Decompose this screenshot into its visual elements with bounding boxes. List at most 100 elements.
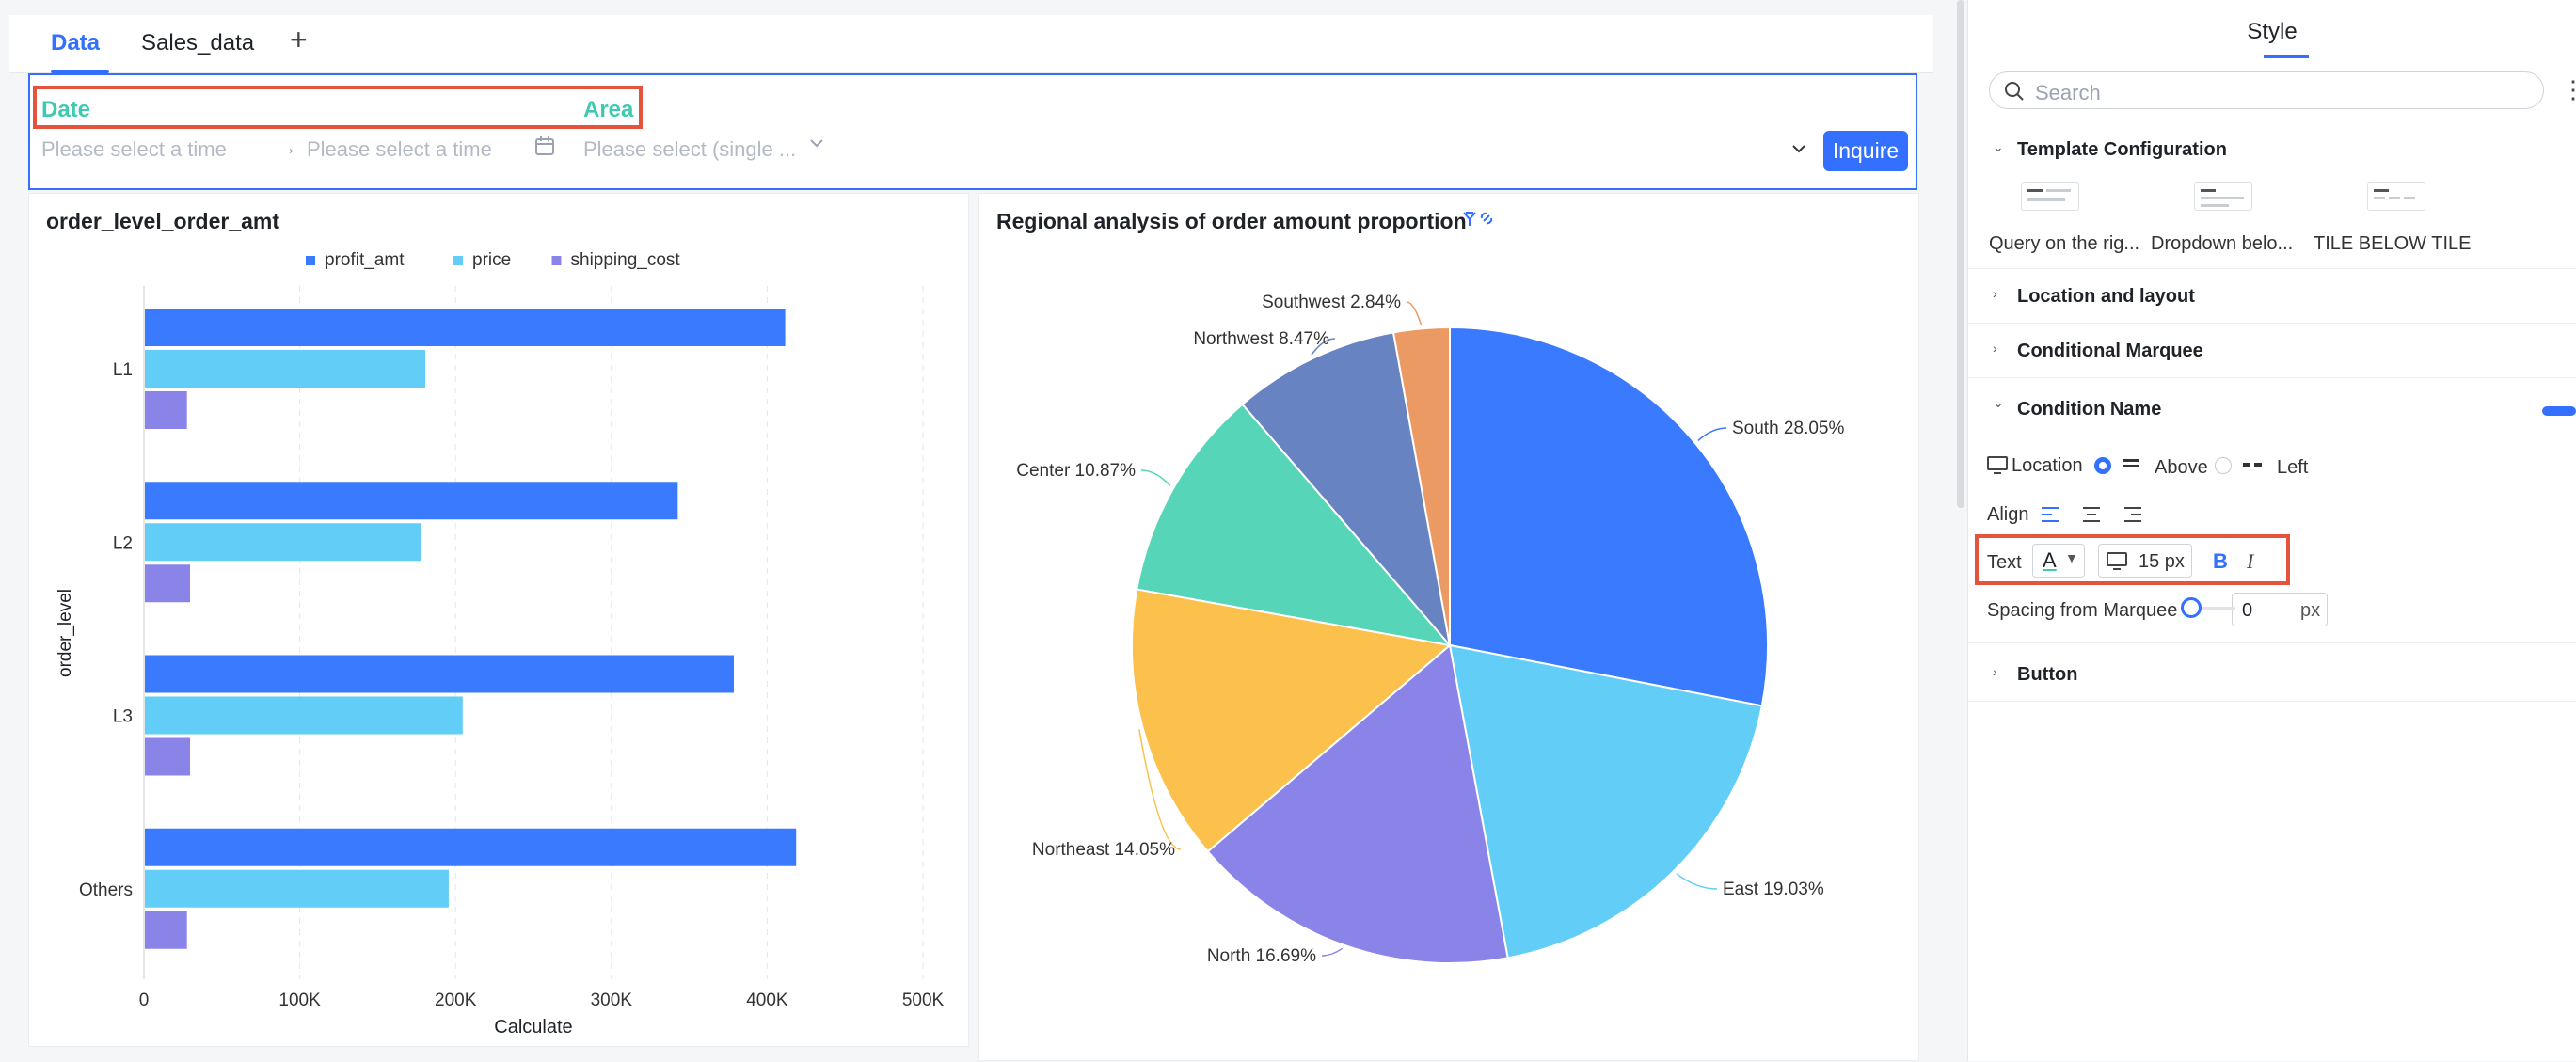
align-label: Align [1987,504,2029,525]
bar [145,828,797,866]
template-thumb-dropdown[interactable] [2194,182,2252,211]
chevron-right-icon[interactable]: › [1993,286,1997,301]
pie-leader-line [1311,338,1336,356]
y-tick-label: Others [79,880,133,900]
chevron-down-icon[interactable]: ⌄ [1993,395,2004,410]
arrow-right-icon: → [277,135,297,159]
button-section-header[interactable]: Button [2017,664,2078,685]
condition-name-header[interactable]: Condition Name [2017,399,2162,420]
font-size-input[interactable]: 15 px [2098,544,2192,578]
bar [145,391,187,429]
location-left-label[interactable]: Left [2277,457,2309,478]
active-tab-indicator [51,70,109,73]
pie-chart-card: Regional analysis of order amount propor… [978,193,1919,1061]
spacing-input[interactable]: 0 px [2232,593,2328,626]
pie-leader-line [1140,469,1171,486]
search-placeholder: Search [2035,81,2101,104]
font-size-value: 15 px [2139,551,2185,572]
panel-tab-indicator [2264,55,2309,58]
tab-sales-data[interactable]: Sales_data [141,30,255,55]
style-panel: Style Search ⋮ ⌄ Template Configuration … [1967,0,2576,1061]
bar [145,309,786,346]
chevron-right-icon[interactable]: › [1993,341,1997,356]
align-center-icon[interactable] [2081,504,2102,530]
pie-leader-line [1697,427,1727,441]
text-style-label: Text [1987,552,2022,573]
calendar-icon[interactable] [534,135,555,162]
chevron-right-icon[interactable]: › [1993,664,1997,679]
bar [145,564,191,603]
pie-slice-label: Center 10.87% [1016,461,1136,481]
tab-data[interactable]: Data [51,30,101,55]
spacing-slider-knob[interactable] [2181,597,2202,618]
chevron-down-icon[interactable] [807,134,826,158]
bar [145,350,426,388]
align-left-icon[interactable] [2040,504,2060,530]
bar [145,696,463,735]
pie-leader-line [1676,873,1718,890]
location-above-radio[interactable] [2094,457,2111,474]
bar-chart-title: order_level_order_amt [46,209,280,233]
pie-slice [1131,588,1453,853]
date-end-input[interactable]: Please select a time [307,137,492,161]
panel-title[interactable]: Style [2247,19,2298,44]
area-select[interactable]: Please select (single ... [583,137,797,161]
pie-chart-svg: South 28.05% East 19.03% North 16.69% North… [1016,293,1844,966]
above-layout-icon [2123,459,2139,467]
condition-name-section: ⌄ Condition Name Location Above Left Ali… [1968,378,2576,643]
button-section: › Button [1968,643,2576,702]
add-tab-icon[interactable]: + [290,23,308,56]
spacing-unit: px [2300,600,2321,621]
conditional-marquee-header[interactable]: Conditional Marquee [2017,341,2203,361]
location-left-radio[interactable] [2215,457,2232,474]
left-layout-icon [2243,463,2262,467]
bar-chart-svg: profit_amt price shipping_cost 0 100K 200K 300… [56,250,945,1038]
template-thumb-tile[interactable] [2367,182,2425,211]
template-config-section: ⌄ Template Configuration Query on the ri… [1968,124,2576,269]
location-layout-section: › Location and layout [1968,269,2576,324]
search-icon [2003,80,2026,107]
dashboard-main: Data Sales_data + Date Area Please selec… [9,0,1964,1061]
template-label-right[interactable]: Query on the rig... [1989,233,2140,254]
date-start-input[interactable]: Please select a time [41,137,227,161]
condition-name-highlight [33,86,643,129]
y-axis-title: order_level [56,589,75,677]
bar [145,523,421,562]
italic-toggle[interactable]: I [2247,549,2254,573]
font-color-glyph: A [2043,548,2057,572]
template-label-tile[interactable]: TILE BELOW TILE [2314,233,2472,254]
inquire-button[interactable]: Inquire [1823,131,1908,171]
pie-slice [1241,331,1452,649]
legend-label: price [472,250,511,270]
filter-link-icon[interactable] [1461,209,1499,234]
main-scrollbar[interactable] [1957,0,1964,508]
spacing-slider-track[interactable] [2181,607,2235,610]
legend-label: profit_amt [325,250,405,270]
condition-name-toggle[interactable] [2542,406,2576,416]
monitor-icon [1987,456,2008,480]
date-condition-label: Date [41,97,91,122]
bar [145,869,449,908]
x-tick-label: 400K [746,991,788,1010]
font-color-picker[interactable]: A ▼ [2032,544,2085,578]
location-layout-header[interactable]: Location and layout [2017,286,2195,307]
pie-leader-line [1321,947,1344,957]
template-thumb-right[interactable] [2021,182,2079,211]
expand-chevron-icon[interactable] [1789,139,1808,164]
caret-down-icon: ▼ [2065,550,2078,565]
location-label: Location [2012,455,2083,476]
y-tick-label: L3 [113,707,133,727]
pie-chart-title: Regional analysis of order amount propor… [996,209,1467,233]
bold-toggle[interactable]: B [2213,549,2228,573]
pie-slice-label: South 28.05% [1732,419,1844,438]
location-above-label[interactable]: Above [2155,457,2208,478]
x-axis-title: Calculate [494,1017,572,1038]
align-right-icon[interactable] [2123,504,2143,530]
pie-leader-line [1406,301,1423,325]
more-options-icon[interactable]: ⋮ [2561,75,2576,103]
chevron-down-icon[interactable]: ⌄ [1993,139,2004,154]
template-label-dropdown[interactable]: Dropdown belo... [2151,233,2294,254]
legend-swatch [306,256,315,265]
search-input[interactable]: Search [1989,71,2544,109]
template-config-header[interactable]: Template Configuration [2017,139,2227,160]
